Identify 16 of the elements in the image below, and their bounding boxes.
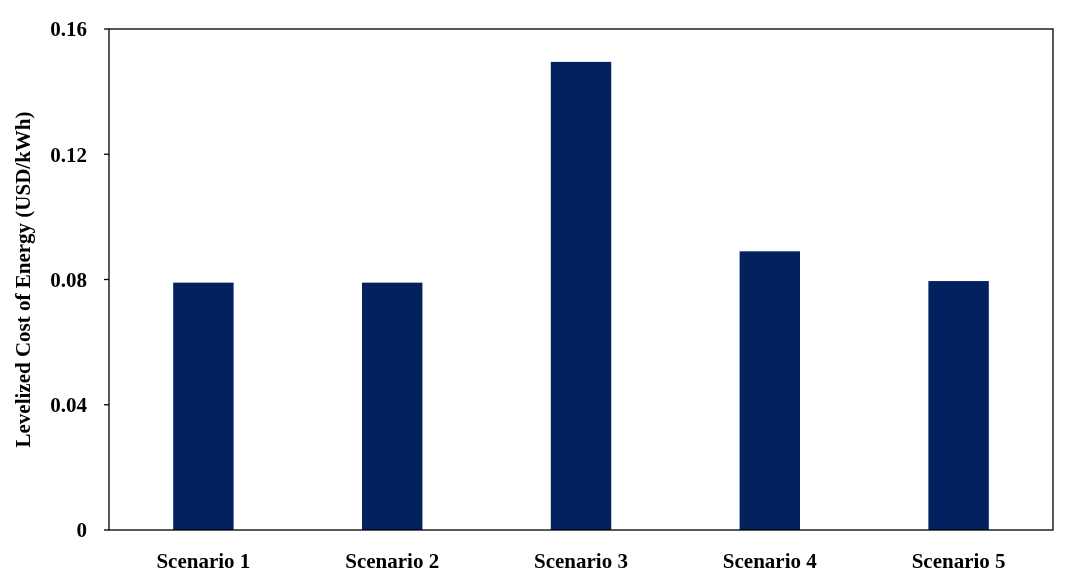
x-tick-label: Scenario 1 — [156, 549, 251, 573]
bar — [928, 281, 989, 530]
y-tick-label: 0.04 — [50, 393, 88, 418]
bar — [739, 251, 801, 530]
y-axis-title: Levelized Cost of Energy (USD/kWh) — [11, 111, 35, 448]
x-tick-label: Scenario 2 — [345, 549, 440, 573]
x-tick-label: Scenario 3 — [534, 549, 628, 573]
y-tick-label: 0.16 — [50, 17, 87, 42]
y-tick-label: 0.08 — [50, 267, 87, 292]
bar — [361, 282, 423, 530]
y-tick-label: 0.12 — [50, 142, 87, 167]
bar — [173, 282, 234, 530]
x-tick-label: Scenario 5 — [911, 549, 1006, 573]
bar — [550, 61, 612, 530]
y-tick-label: 0 — [76, 518, 87, 543]
x-tick-label: Scenario 4 — [722, 549, 818, 573]
